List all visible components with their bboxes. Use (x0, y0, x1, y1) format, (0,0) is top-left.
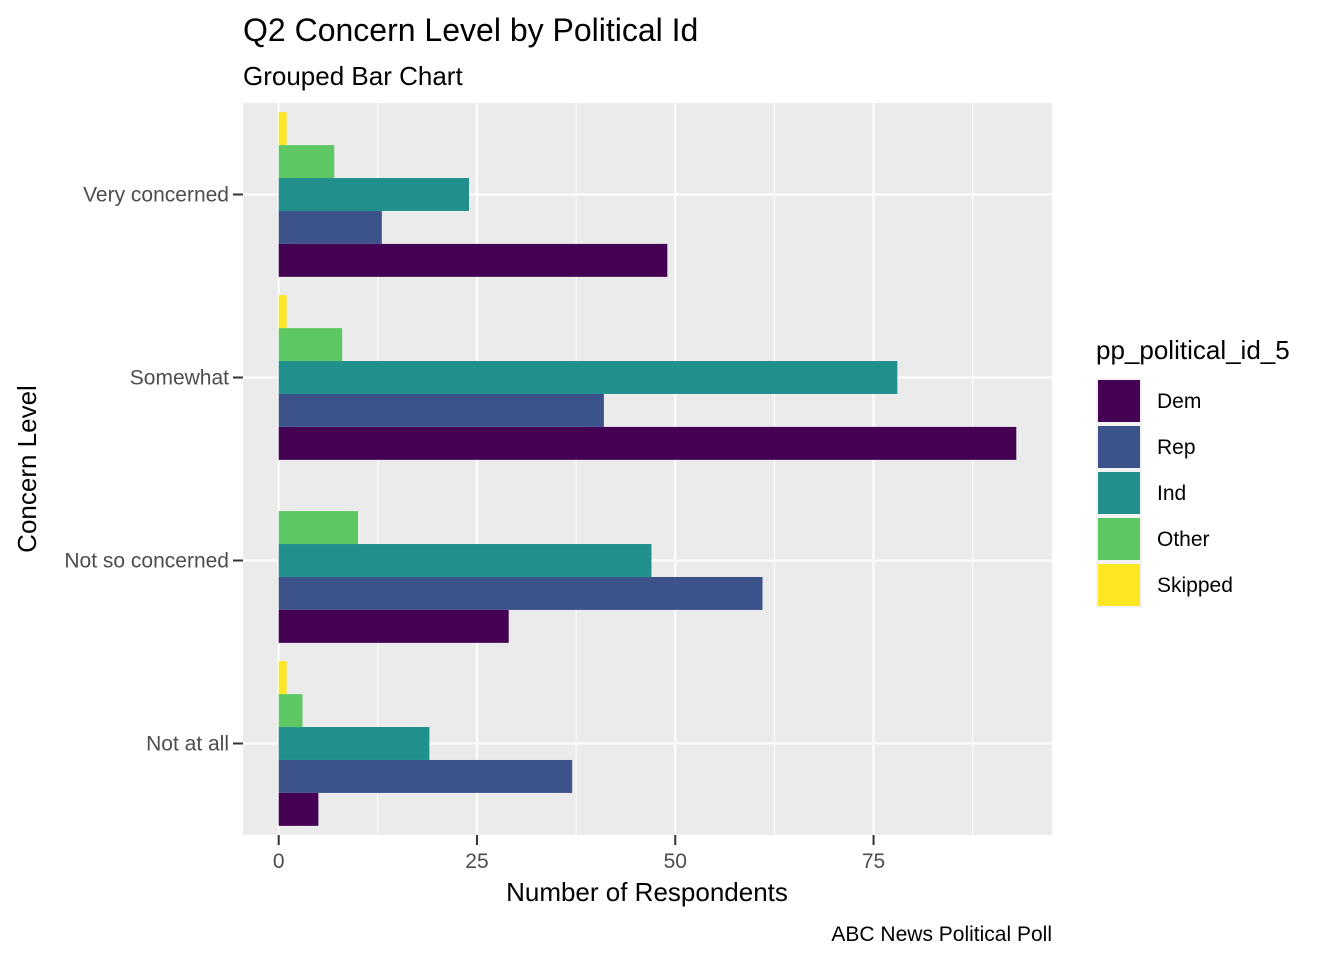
legend-label: Skipped (1157, 574, 1233, 597)
x-tick-label: 25 (465, 850, 488, 873)
y-tick-label: Somewhat (130, 367, 229, 390)
bar (278, 112, 287, 146)
bar (278, 328, 343, 362)
legend: pp_political_id_5 Dem Rep Ind Other Skipped (1096, 335, 1290, 608)
bar (278, 210, 382, 244)
bar (278, 511, 359, 545)
y-axis-title: Concern Level (12, 385, 42, 553)
x-axis-title: Number of Respondents (506, 877, 788, 907)
legend-label: Ind (1157, 482, 1186, 505)
bar (278, 295, 287, 329)
bar (278, 727, 430, 760)
legend-label: Dem (1157, 390, 1201, 413)
bar (278, 661, 287, 695)
bar (278, 361, 898, 394)
bar (278, 145, 335, 179)
y-tick-label: Not at all (146, 733, 229, 756)
legend-swatch (1098, 380, 1140, 422)
x-axis: 0 25 50 75 (273, 835, 885, 873)
legend-title: pp_political_id_5 (1096, 335, 1290, 365)
bar (278, 694, 303, 728)
legend-swatch (1098, 472, 1140, 514)
bar (278, 544, 652, 577)
legend-swatch (1098, 564, 1140, 606)
y-axis: Very concerned Somewhat Not so concerned No… (64, 184, 243, 756)
legend-swatch (1098, 518, 1140, 560)
bar (278, 609, 509, 643)
bar (278, 426, 1017, 460)
legend-label: Rep (1157, 436, 1196, 459)
bar (278, 759, 573, 793)
x-tick-label: 0 (273, 850, 285, 873)
x-tick-label: 50 (664, 850, 687, 873)
legend-label: Other (1157, 528, 1210, 551)
chart-title: Q2 Concern Level by Political Id (243, 12, 698, 48)
bar (278, 393, 604, 427)
y-tick-label: Very concerned (83, 184, 229, 207)
bars (278, 112, 1017, 826)
chart-subtitle: Grouped Bar Chart (243, 61, 463, 91)
y-tick-label: Not so concerned (64, 550, 229, 573)
chart-caption: ABC News Political Poll (831, 923, 1052, 946)
bar (278, 792, 319, 826)
legend-swatch (1098, 426, 1140, 468)
x-tick-label: 75 (862, 850, 885, 873)
bar (278, 576, 763, 610)
bar (278, 243, 668, 277)
bar (278, 178, 470, 211)
